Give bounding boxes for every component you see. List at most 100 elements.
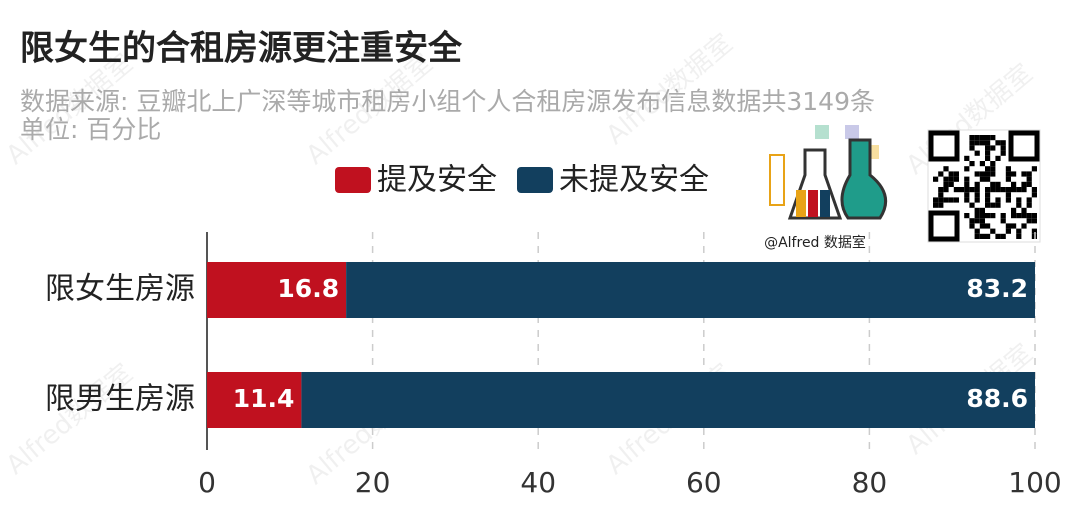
qr-module [1026,218,1032,224]
qr-module [1000,218,1006,224]
qr-module [1026,176,1032,182]
qr-module [985,223,991,229]
qr-module [979,140,985,146]
qr-module [1031,218,1037,224]
bar-segment [301,372,1036,428]
logo-icon [769,154,785,206]
qr-module [969,218,975,224]
data-label: 11.4 [233,384,295,413]
qr-module [943,176,949,182]
qr-module [974,233,980,239]
qr-module [985,197,991,203]
logo-icon [845,125,859,139]
qr-module [969,140,975,146]
x-tick-label: 0 [198,466,216,499]
qr-module [985,176,991,182]
x-tick-label: 60 [686,466,722,499]
x-tick-label: 20 [355,466,391,499]
qr-module [948,181,954,187]
qr-module [985,145,991,151]
qr-module [943,197,949,203]
bar-segment [207,262,347,318]
qr-module [1016,213,1022,219]
qr-module [933,176,939,182]
qr-module [1026,213,1032,219]
logo-icon [808,190,818,217]
qr-module [995,202,1001,208]
qr-module [1016,233,1022,239]
qr-module [974,181,980,187]
qr-module [974,207,980,213]
qr-module [1000,145,1006,151]
qr-module [1026,171,1032,177]
qr-module [964,181,970,187]
qr-module [1005,171,1011,177]
qr-module [959,187,965,193]
qr-module [948,176,954,182]
logo-icon [796,190,806,217]
qr-module [1016,228,1022,234]
qr-module [943,181,949,187]
qr-module [1021,223,1027,229]
qr-module [1011,213,1017,219]
qr-module [990,202,996,208]
qr-module [1031,166,1037,172]
qr-module [1021,207,1027,213]
qr-finder [928,130,960,162]
qr-finder [1008,130,1040,162]
qr-module [964,197,970,203]
qr-module [995,197,1001,203]
qr-module [1005,176,1011,182]
qr-module [969,223,975,229]
x-tick-label: 80 [852,466,888,499]
qr-module [964,176,970,182]
logo: @Alfred 数据室 [764,125,888,251]
qr-module [985,140,991,146]
qr-module [990,213,996,219]
qr-finder [928,210,960,242]
logo-icon [840,138,888,220]
qr-module [1000,213,1006,219]
qr-module [974,228,980,234]
qr-module [979,176,985,182]
qr-module [990,171,996,177]
qr-module [1021,213,1027,219]
logo-icon [820,190,830,217]
qr-module [1031,213,1037,219]
qr-module [1000,187,1006,193]
data-label: 16.8 [277,274,339,303]
legend-label: 提及安全 [377,163,497,198]
qr-module [979,135,985,141]
qr-module [979,161,985,167]
chart-title: 限女生的合租房源更注重安全 [20,29,463,69]
qr-code [927,129,1041,243]
y-tick-label: 限男生房源 [45,382,195,417]
watermark: Alfred数据室 [1,358,139,480]
qr-module [1000,140,1006,146]
qr-module [943,187,949,193]
qr-module [1026,181,1032,187]
qr-module [1011,181,1017,187]
qr-module [1021,181,1027,187]
qr-module [938,171,944,177]
qr-module [1000,150,1006,156]
qr-module [938,202,944,208]
qr-module [990,135,996,141]
qr-module [1021,171,1027,177]
qr-module [985,135,991,141]
qr-module [964,213,970,219]
qr-module [974,213,980,219]
qr-module [979,171,985,177]
qr-module [979,207,985,213]
qr-module [1005,223,1011,229]
qr-module [974,135,980,141]
qr-module [933,202,939,208]
qr-module [1005,166,1011,172]
qr-module [974,171,980,177]
qr-module [985,192,991,198]
qr-module [1031,187,1037,193]
qr-module [943,166,949,172]
qr-module [933,197,939,203]
qr-module [1031,192,1037,198]
